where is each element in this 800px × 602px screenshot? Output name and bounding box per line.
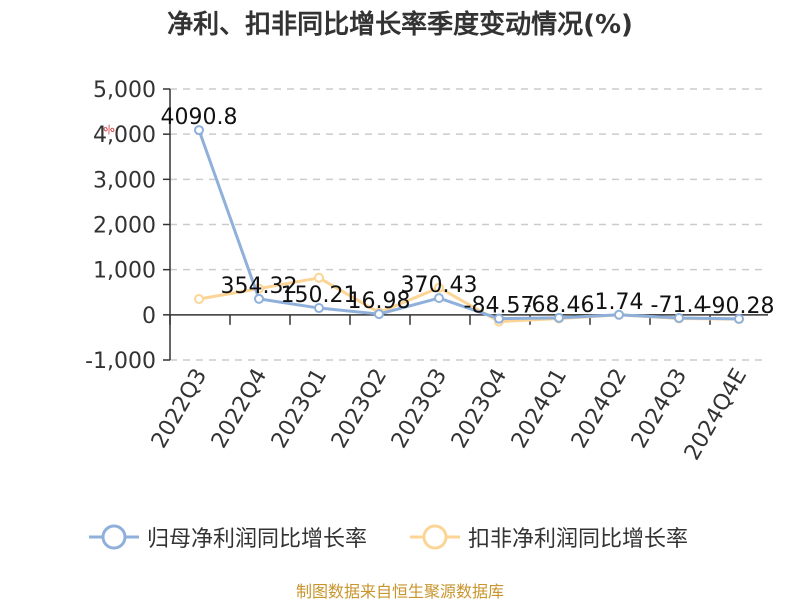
y-tick-label: -1,000 bbox=[85, 349, 156, 374]
data-label: -90.28 bbox=[704, 294, 775, 319]
y-tick-label: 0 bbox=[142, 304, 156, 329]
data-point bbox=[434, 282, 444, 293]
data-point bbox=[254, 293, 264, 304]
y-tick-label: 3,000 bbox=[93, 168, 156, 193]
x-tick-label: 2023Q3 bbox=[387, 365, 452, 453]
data-label: 1.74 bbox=[595, 290, 644, 315]
data-point bbox=[194, 294, 204, 305]
data-label: 150.21 bbox=[281, 283, 358, 308]
data-point bbox=[374, 309, 384, 320]
x-tick-label: 2024Q4E bbox=[680, 365, 752, 465]
x-tick-label: 2022Q4 bbox=[207, 365, 272, 453]
legend-line-marker-icon bbox=[410, 524, 460, 550]
data-point bbox=[734, 313, 744, 324]
x-tick-label: 2023Q4 bbox=[447, 365, 512, 453]
series-line bbox=[197, 129, 740, 321]
source-note: 制图数据来自恒生聚源数据库 bbox=[295, 582, 504, 601]
legend-line-marker-icon bbox=[89, 524, 139, 550]
data-point bbox=[314, 303, 324, 314]
data-point bbox=[614, 309, 624, 320]
data-label: -84.57 bbox=[464, 294, 535, 319]
data-label: -71.4 bbox=[651, 293, 708, 318]
data-point bbox=[314, 272, 324, 283]
x-tick-label: 2023Q2 bbox=[327, 365, 392, 453]
x-tick-label: 2023Q1 bbox=[267, 365, 332, 453]
legend-item-deducted-net-profit[interactable]: 扣非净利润同比增长率 bbox=[410, 521, 688, 553]
chart-title: 净利、扣非同比增长率季度变动情况(%) bbox=[167, 10, 633, 40]
legend-item-net-profit[interactable]: 归母净利润同比增长率 bbox=[89, 521, 367, 553]
data-point bbox=[434, 293, 444, 304]
y-tick-label: 5,000 bbox=[93, 78, 156, 103]
y-tick-label: 4,000 bbox=[93, 123, 156, 148]
data-label: 4090.8 bbox=[161, 105, 238, 130]
x-tick-label: 2022Q3 bbox=[147, 365, 212, 453]
data-point bbox=[554, 312, 564, 323]
data-label: 354.32 bbox=[221, 274, 298, 299]
data-point bbox=[674, 313, 684, 324]
data-point bbox=[194, 125, 204, 136]
x-tick-label: 2024Q1 bbox=[507, 365, 572, 453]
data-label: -68.46 bbox=[524, 293, 595, 318]
x-tick-label: 2024Q3 bbox=[627, 365, 692, 453]
y-tick-label: 1,000 bbox=[93, 259, 156, 284]
x-tick-label: 2024Q2 bbox=[567, 365, 632, 453]
legend-label: 扣非净利润同比增长率 bbox=[468, 527, 689, 552]
legend-label: 归母净利润同比增长率 bbox=[147, 527, 368, 552]
data-label: 16.98 bbox=[348, 289, 411, 314]
y-tick-label: 2,000 bbox=[93, 214, 156, 239]
data-label: 370.43 bbox=[401, 273, 478, 298]
data-point bbox=[494, 313, 504, 324]
